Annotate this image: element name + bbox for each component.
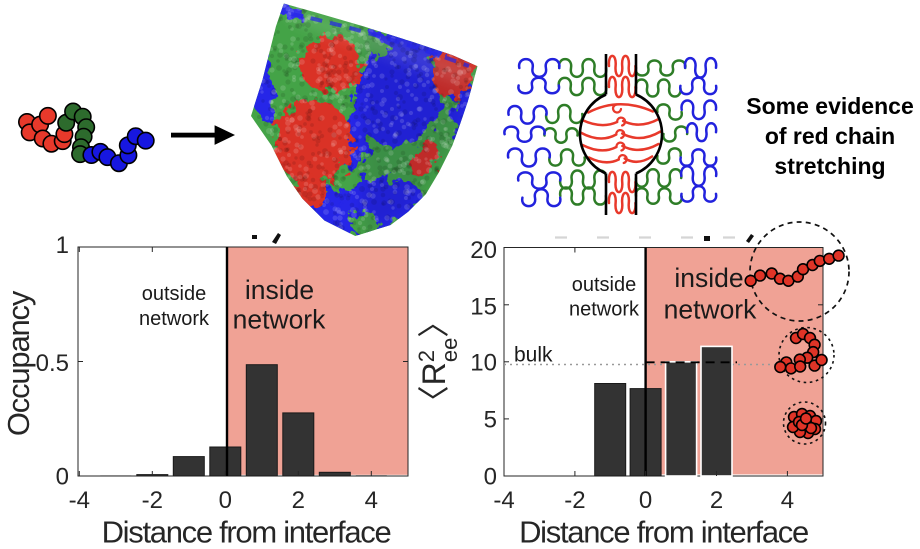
svg-text:5: 5	[484, 407, 497, 434]
svg-text:0: 0	[219, 487, 232, 514]
svg-text:15: 15	[470, 294, 497, 321]
svg-text:Occupancy: Occupancy	[1, 290, 36, 436]
svg-text:outside: outside	[572, 274, 637, 296]
svg-text:-2: -2	[142, 487, 163, 514]
svg-text:20: 20	[470, 237, 497, 264]
svg-text:bulk: bulk	[514, 344, 553, 367]
svg-text:0: 0	[56, 464, 69, 491]
svg-text:-4: -4	[493, 487, 514, 514]
svg-text:inside: inside	[245, 275, 314, 305]
svg-text:network: network	[664, 295, 758, 325]
svg-text:0: 0	[484, 464, 497, 491]
svg-text:〈R2ee〉: 〈R2ee〉	[414, 306, 462, 418]
svg-text:4: 4	[781, 487, 794, 514]
svg-text:2: 2	[710, 487, 723, 514]
svg-text:inside: inside	[674, 263, 743, 293]
svg-text:Distance from interface: Distance from interface	[519, 515, 808, 549]
svg-text:network: network	[233, 304, 327, 334]
svg-text:0: 0	[639, 487, 652, 514]
svg-text:-4: -4	[69, 487, 90, 514]
svg-text:network: network	[139, 308, 210, 330]
svg-text:2: 2	[292, 487, 305, 514]
svg-text:10: 10	[470, 349, 497, 376]
svg-text:network: network	[569, 299, 640, 321]
svg-text:0.5: 0.5	[36, 350, 69, 377]
svg-text:-2: -2	[564, 487, 585, 514]
svg-text:1: 1	[56, 232, 69, 259]
svg-text:outside: outside	[142, 283, 207, 305]
svg-text:4: 4	[365, 487, 378, 514]
svg-text:Distance from interface: Distance from interface	[102, 515, 391, 549]
